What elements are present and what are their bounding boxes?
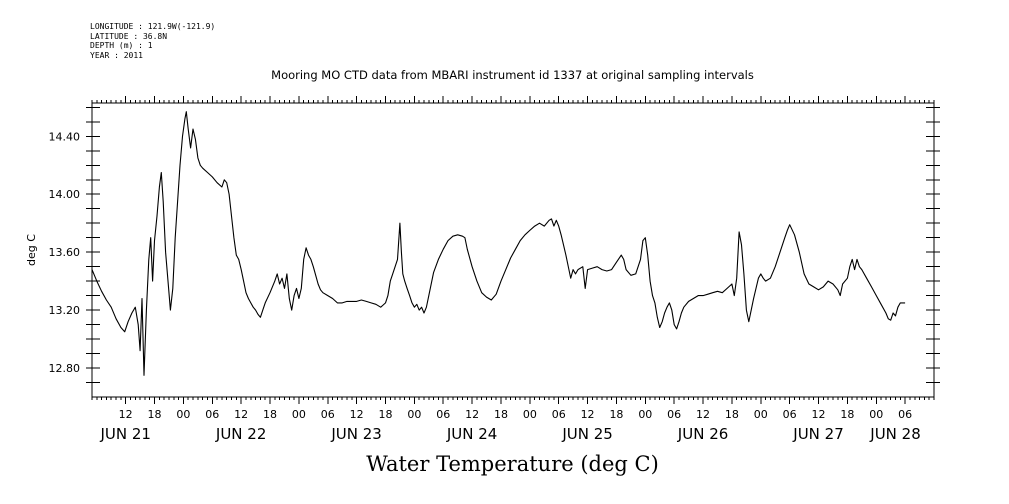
x-hour-tick-label: 18: [378, 408, 392, 421]
x-day-label: JUN 24: [446, 425, 497, 443]
latitude-label: LATITUDE : 36.8N: [90, 31, 168, 41]
x-day-label: JUN 23: [330, 425, 381, 443]
x-hour-tick-label: 18: [494, 408, 508, 421]
x-hour-tick-label: 00: [407, 408, 421, 421]
x-hour-tick-label: 00: [523, 408, 537, 421]
x-hour-tick-label: 06: [898, 408, 912, 421]
x-day-label: JUN 21: [99, 425, 150, 443]
x-hour-tick-label: 12: [234, 408, 248, 421]
chart-title: Mooring MO CTD data from MBARI instrumen…: [271, 68, 754, 82]
x-hour-tick-label: 06: [552, 408, 566, 421]
variable-caption: Water Temperature (deg C): [366, 452, 659, 476]
x-hour-tick-label: 06: [321, 408, 335, 421]
y-tick-label: 13.20: [49, 304, 81, 317]
x-hour-tick-label: 00: [638, 408, 652, 421]
y-tick-label: 13.60: [49, 246, 81, 259]
x-hour-tick-label: 06: [436, 408, 450, 421]
x-hour-tick-label: 18: [840, 408, 854, 421]
x-hour-tick-label: 12: [119, 408, 133, 421]
y-tick-label: 14.40: [49, 130, 81, 143]
x-hour-tick-label: 12: [581, 408, 595, 421]
y-tick-label: 14.00: [49, 188, 81, 201]
x-hour-tick-label: 18: [725, 408, 739, 421]
x-day-label: JUN 28: [869, 425, 920, 443]
x-hour-tick-label: 12: [812, 408, 826, 421]
x-day-label: JUN 25: [561, 425, 612, 443]
metadata-block: LONGITUDE : 121.9W(-121.9) LATITUDE : 36…: [90, 22, 215, 60]
x-day-label: JUN 27: [792, 425, 843, 443]
x-hour-tick-label: 00: [176, 408, 190, 421]
x-hour-tick-label: 12: [465, 408, 479, 421]
x-hour-tick-label: 18: [263, 408, 277, 421]
y-tick-label: 12.80: [49, 362, 81, 375]
x-hour-tick-label: 06: [783, 408, 797, 421]
temperature-series-line: [91, 111, 906, 376]
x-day-label: JUN 26: [677, 425, 728, 443]
x-hour-tick-label: 00: [292, 408, 306, 421]
temperature-chart: 12 18 00 06 12 18 00 06 12 18 00 06 12 18 00 06 12 18 00 06…: [25, 96, 940, 443]
year-label: YEAR : 2011: [90, 50, 143, 60]
longitude-label: LONGITUDE : 121.9W(-121.9): [90, 22, 216, 31]
x-hour-tick-label: 18: [609, 408, 623, 421]
y-axis-label: deg C: [25, 234, 38, 266]
x-hour-tick-label: 06: [205, 408, 219, 421]
depth-label: DEPTH (m) : 1: [90, 41, 153, 50]
x-hour-tick-label: 18: [148, 408, 162, 421]
x-hour-tick-label: 12: [696, 408, 710, 421]
x-hour-tick-label: 12: [350, 408, 364, 421]
x-hour-tick-label: 06: [667, 408, 681, 421]
plot-frame: [91, 102, 935, 398]
x-hour-tick-label: 00: [754, 408, 768, 421]
x-day-label: JUN 22: [215, 425, 266, 443]
x-hour-tick-label: 00: [869, 408, 883, 421]
